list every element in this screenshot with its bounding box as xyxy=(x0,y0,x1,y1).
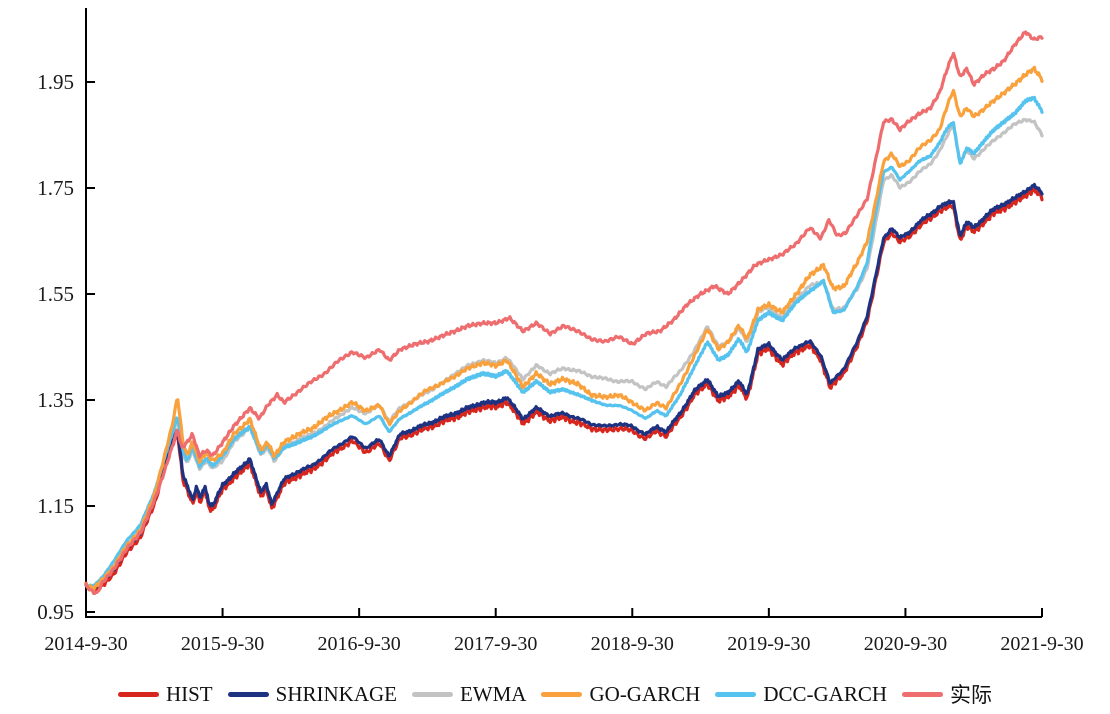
y-tick-label: 1.95 xyxy=(37,70,74,94)
x-tick-label: 2015-9-30 xyxy=(181,633,264,655)
actual-line-swatch xyxy=(902,691,944,697)
hist-line-swatch xyxy=(117,691,159,697)
series-line-实际 xyxy=(84,30,1044,595)
go-garch-line-swatch xyxy=(541,691,583,697)
x-tick-label: 2020-9-30 xyxy=(864,633,947,655)
y-tick-label: 0.95 xyxy=(37,600,74,624)
legend-item-ewma: EWMA xyxy=(411,681,527,707)
legend-label-ewma: EWMA xyxy=(459,681,527,706)
legend-item-actual: 实际 xyxy=(902,679,992,709)
legend-item-shrinkage: SHRINKAGE xyxy=(227,681,397,707)
chart-legend: HIST SHRINKAGE EWMA GO-GARCH DCC-GARCH 实… xyxy=(0,678,1110,710)
legend-label-actual: 实际 xyxy=(950,683,993,707)
legend-label-go-garch: GO-GARCH xyxy=(589,681,701,706)
y-tick-label: 1.15 xyxy=(37,494,74,518)
x-tick-label: 2018-9-30 xyxy=(591,633,674,655)
x-tick-label: 2016-9-30 xyxy=(317,633,400,655)
axis-frame xyxy=(85,8,1042,618)
legend-item-go-garch: GO-GARCH xyxy=(541,682,700,707)
dcc-garch-line-swatch xyxy=(715,691,757,697)
x-tick-label: 2021-9-30 xyxy=(1000,633,1083,655)
legend-label-shrinkage: SHRINKAGE xyxy=(275,681,397,706)
x-tick-label: 2017-9-30 xyxy=(454,633,537,655)
x-tick-label: 2014-9-30 xyxy=(44,633,127,655)
y-tick-label: 1.35 xyxy=(37,388,74,412)
series-line-DCC-GARCH xyxy=(84,95,1044,588)
legend-label-hist: HIST xyxy=(165,681,213,706)
shrinkage-line-swatch xyxy=(227,691,269,697)
y-tick-label: 1.75 xyxy=(37,176,74,200)
legend-label-dcc-garch: DCC-GARCH xyxy=(763,681,888,706)
series-line-GO-GARCH xyxy=(84,65,1044,592)
legend-item-hist: HIST xyxy=(117,681,213,707)
legend-item-dcc-garch: DCC-GARCH xyxy=(715,682,887,707)
series-line-SHRINKAGE xyxy=(84,182,1044,591)
ewma-line-swatch xyxy=(411,691,453,697)
series-line-EWMA xyxy=(84,117,1044,591)
y-tick-label: 1.55 xyxy=(37,282,74,306)
x-tick-label: 2019-9-30 xyxy=(727,633,810,655)
